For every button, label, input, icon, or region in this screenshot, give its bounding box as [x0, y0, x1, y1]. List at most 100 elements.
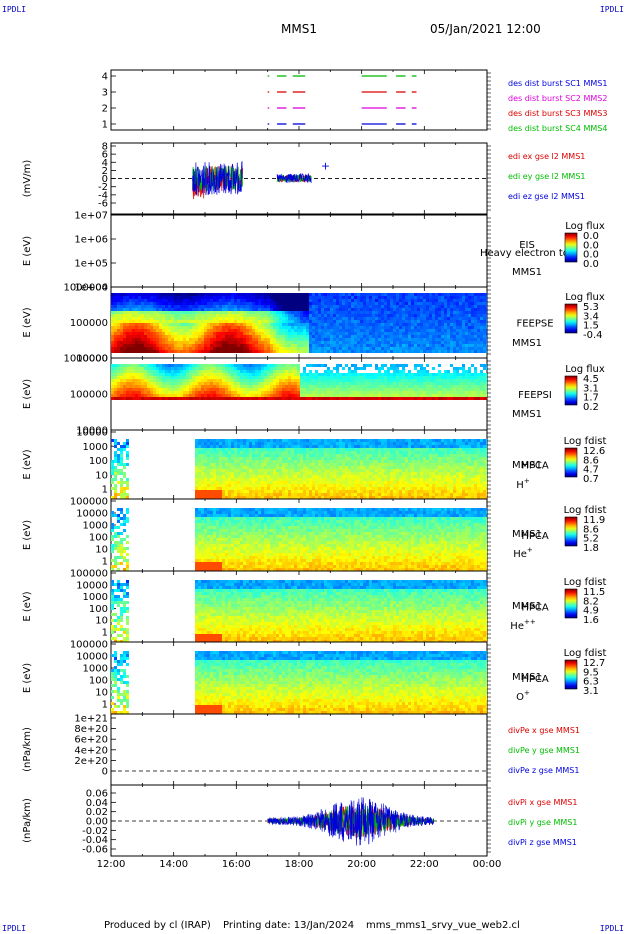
feepsi-panel-cbar — [564, 375, 578, 406]
x-tick-label: 22:00 — [410, 859, 439, 870]
x-tick-label: 16:00 — [222, 859, 251, 870]
divpi-panel-legend-entry: divPi x gse MMS1 — [508, 798, 577, 807]
eis-panel-ytick-label: 1e+05 — [74, 259, 108, 270]
hpca-he2-panel-ytick-label: 100000 — [70, 569, 108, 580]
feepse-panel-cbar-value: 3.4 — [583, 311, 599, 322]
x-tick-label: 20:00 — [347, 859, 376, 870]
hpca-h-panel-cbar-title: Log fdist — [564, 436, 607, 447]
hpca-he2-panel-instrument: HPCA — [521, 603, 549, 614]
hpca-h-panel-cbar — [564, 447, 578, 478]
hpca-o-panel-probe: MMS1 — [512, 672, 542, 683]
hpca-he2-panel-cbar — [564, 588, 578, 619]
hpca-he2-panel-species: He++ — [510, 618, 536, 632]
hpca-h-panel-ytick-label: 10000 — [76, 428, 108, 439]
eis-panel-ylabel: E (eV) — [22, 236, 33, 266]
feepsi-panel-cbar-title: Log flux — [565, 364, 605, 375]
eis-panel-ytick-label: 1e+07 — [74, 211, 108, 222]
hpca-he2-panel-cbar-value: 11.5 — [583, 587, 605, 598]
edi-panel-ytick-label: 2 — [102, 166, 108, 177]
edi-panel-ytick-label: 0 — [102, 174, 108, 185]
hpca-o-panel-image — [111, 651, 487, 714]
hpca-he1-panel-image — [111, 508, 487, 571]
hpca-o-panel-ytick-label: 100 — [89, 676, 108, 687]
edi-panel-ytick-label: -4 — [98, 190, 108, 201]
corner-label-top-right: IPDLI — [599, 5, 624, 14]
edi-panel-ytick-label: 8 — [102, 142, 108, 153]
hpca-he1-panel-instrument: HPCA — [521, 531, 549, 542]
hpca-he1-panel-probe: MMS1 — [512, 529, 542, 540]
hpca-o-panel-ytick-label: 1 — [102, 700, 108, 711]
x-tick-label: 00:00 — [473, 859, 502, 870]
hpca-he1-panel-cbar — [564, 516, 578, 547]
feepsi-panel-cbar-value: 3.1 — [583, 383, 599, 394]
hpca-o-panel-cbar — [564, 659, 578, 690]
feepse-panel-cbar-value: 5.3 — [583, 302, 599, 313]
hpca-o-panel-ytick-label: 100000 — [70, 640, 108, 651]
feepse-panel-cbar-value: 1.5 — [583, 321, 599, 332]
hpca-h-panel-ytick-label: 10 — [95, 470, 108, 481]
divpe-panel-ytick-label: 8e+20 — [74, 724, 108, 735]
feepsi-panel-ytick-label: 10000 — [76, 426, 108, 437]
eis-panel-cbar — [564, 232, 578, 263]
eis-panel-probe: MMS1 — [512, 267, 542, 278]
hpca-he2-panel-ytick-label: 1 — [102, 628, 108, 639]
edi-panel-ytick-label: -2 — [98, 182, 108, 193]
hpca-h-panel-ytick-label: 100 — [89, 456, 108, 467]
hpca-he1-panel-cbar-title: Log fdist — [564, 505, 607, 516]
hpca-h-panel-ytick-label: 1 — [102, 485, 108, 496]
edi-legend-entry: edi ex gse l2 MMS1 — [508, 152, 585, 161]
edi-traces — [192, 160, 312, 200]
hpca-h-panel-instrument: HPCA — [521, 461, 549, 472]
divpe-panel-ytick-label: 1e+21 — [74, 714, 108, 725]
eis-panel-cbar-value: 0.0 — [583, 240, 599, 251]
hpca-o-panel-instrument: HPCA — [521, 674, 549, 685]
hpca-he1-panel-cbar-value: 5.2 — [583, 534, 599, 545]
divpi-panel-trace — [267, 797, 434, 846]
hpca-o-panel-cbar-value: 3.1 — [583, 686, 599, 697]
burst-legend-entry: des dist burst SC3 MMS3 — [508, 109, 607, 118]
feepsi-panel-probe: MMS1 — [512, 409, 542, 420]
burst-panel-ytick-label: 1 — [102, 120, 108, 131]
hpca-he2-panel-ytick-label: 10000 — [76, 580, 108, 591]
hpca-he1-panel-ylabel: E (eV) — [22, 520, 33, 550]
corner-label-top-left: IPDLI — [2, 5, 27, 14]
feepse-panel-image — [111, 293, 487, 353]
hpca-h-panel-ylabel: E (eV) — [22, 449, 33, 479]
hpca-he2-panel-ytick-label: 100 — [89, 604, 108, 615]
eis-panel-cbar-title: Log flux — [565, 221, 605, 232]
feepsi-panel-ylabel: E (eV) — [22, 379, 33, 409]
hpca-o-panel-cbar-value: 12.7 — [583, 658, 605, 669]
x-tick-label: 14:00 — [159, 859, 188, 870]
hpca-he1-panel-cbar-value: 11.9 — [583, 515, 605, 526]
hpca-he2-panel-cbar-value: 4.9 — [583, 606, 599, 617]
footer-producer: Produced by cl (IRAP) — [104, 920, 211, 931]
divpe-panel-ylabel: (nPa/km) — [22, 727, 33, 772]
figure-title: MMS1 — [281, 22, 317, 36]
footer-printing-date: Printing date: 13/Jan/2024 — [223, 920, 355, 931]
hpca-h-panel-cbar-value: 0.7 — [583, 474, 599, 485]
feepse-panel-ylabel: E (eV) — [22, 307, 33, 337]
divpi-panel-traces — [267, 797, 434, 846]
hpca-o-panel-species: O+ — [516, 689, 530, 703]
edi-marker: + — [321, 160, 330, 173]
feepsi-panel-cbar-value: 4.5 — [583, 374, 599, 385]
corner-label-bottom-right: IPDLI — [599, 924, 624, 933]
hpca-he1-panel-ytick-label: 1 — [102, 557, 108, 568]
hpca-he2-panel-ytick-label: 10 — [95, 616, 108, 627]
hpca-he2-panel-probe: MMS1 — [512, 601, 542, 612]
feepse-panel-ytick-label: 1000000 — [63, 283, 108, 294]
hpca-h-panel-image — [111, 439, 487, 499]
feepsi-panel-cbar-value: 1.7 — [583, 393, 599, 404]
divpi-panel-ytick-label: 0.00 — [86, 817, 108, 828]
divpi-panel-ytick-label: -0.02 — [82, 826, 108, 837]
feepse-panel-ytick-label: 10000 — [76, 354, 108, 365]
corner-label-bottom-left: IPDLI — [2, 924, 27, 933]
feepse-panel-probe: MMS1 — [512, 338, 542, 349]
hpca-h-panel-probe: MMS1 — [512, 460, 542, 471]
burst-legend-entry: des dist burst SC4 MMS4 — [508, 124, 607, 133]
edi-panel-ytick-label: 6 — [102, 150, 108, 161]
divpi-panel-ytick-label: 0.04 — [86, 798, 108, 809]
edi-panel-ytick-label: 4 — [102, 158, 108, 169]
divpe-panel-legend-entry: divPe z gse MMS1 — [508, 766, 579, 775]
feepsi-panel-ytick-label: 1000000 — [63, 354, 108, 365]
